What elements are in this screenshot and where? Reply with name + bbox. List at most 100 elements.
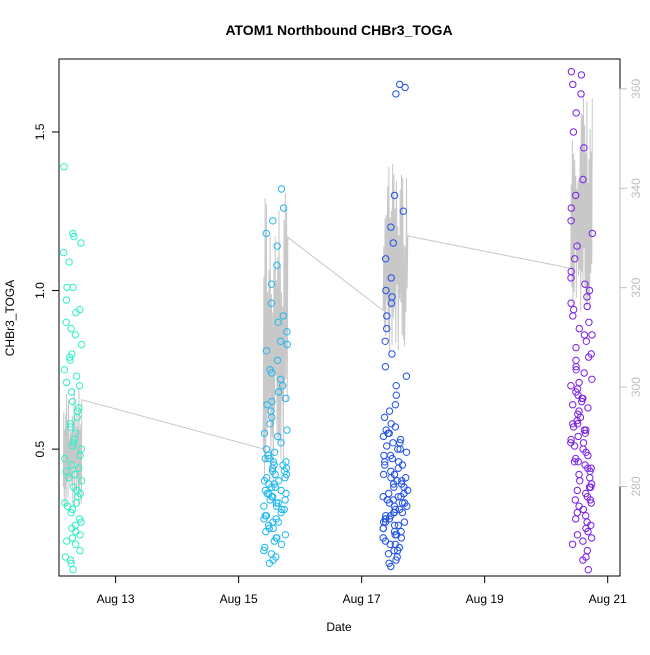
data-point: [269, 493, 277, 501]
data-point: [277, 337, 285, 345]
data-point: [396, 445, 404, 453]
data-point: [68, 397, 77, 406]
data-point: [60, 163, 68, 171]
data-point: [573, 420, 582, 428]
y-tick-label: 1.0: [33, 282, 47, 299]
data-point: [577, 71, 586, 79]
data-point: [571, 255, 579, 263]
data-point: [268, 483, 276, 491]
data-point: [380, 413, 389, 422]
data-point: [573, 531, 582, 539]
data-point: [279, 312, 287, 320]
y2-tick-label: 360: [629, 78, 643, 98]
data-point: [580, 144, 588, 152]
data-point: [273, 242, 281, 250]
data-point: [262, 445, 271, 453]
data-point: [382, 512, 390, 520]
data-point: [583, 493, 592, 501]
y-axis: 0.5 1.0 1.5: [33, 123, 60, 457]
data-point: [390, 508, 398, 517]
data-point: [401, 83, 409, 92]
points-layer: [60, 68, 596, 574]
data-point: [69, 439, 78, 447]
x-axis-label: Date: [326, 620, 352, 634]
data-point: [278, 505, 286, 514]
data-point: [572, 191, 580, 200]
data-point: [391, 505, 400, 514]
data-point: [389, 439, 397, 447]
data-point: [267, 299, 276, 307]
data-point: [77, 239, 85, 247]
data-point: [394, 521, 403, 529]
data-point: [381, 363, 390, 371]
data-point: [262, 347, 271, 355]
data-point: [575, 470, 583, 479]
data-point: [583, 546, 591, 555]
series-group-4: [567, 68, 596, 574]
data-point: [398, 499, 407, 507]
x-tick-label: Aug 19: [466, 592, 504, 606]
data-point: [391, 401, 400, 409]
data-point: [588, 229, 596, 238]
y2-tick-label: 320: [629, 277, 643, 297]
data-point: [587, 534, 596, 542]
data-point: [387, 274, 395, 282]
y-tick-label: 0.5: [33, 440, 47, 457]
data-point: [383, 442, 391, 450]
data-point: [385, 407, 394, 415]
x-axis: Aug 13 Aug 15 Aug 17 Aug 19 Aug 21: [97, 575, 627, 606]
data-point: [271, 483, 279, 491]
data-point: [578, 397, 586, 406]
data-point: [67, 461, 76, 469]
data-point: [270, 461, 278, 469]
data-point: [73, 486, 81, 495]
data-point: [585, 318, 593, 326]
data-point: [572, 356, 580, 364]
data-point: [386, 540, 394, 548]
data-point: [568, 540, 577, 548]
data-point: [67, 324, 75, 333]
data-point: [582, 337, 590, 345]
data-point: [385, 489, 393, 498]
data-point: [399, 207, 407, 215]
data-point: [570, 305, 578, 314]
data-point: [567, 68, 576, 76]
data-point: [582, 426, 590, 434]
data-point: [71, 540, 80, 548]
data-point: [567, 435, 575, 444]
data-point: [379, 534, 387, 542]
data-point: [271, 470, 279, 479]
data-point: [398, 477, 406, 485]
data-point: [582, 448, 590, 456]
data-point: [573, 486, 581, 495]
data-point: [587, 483, 595, 491]
data-point: [70, 435, 79, 444]
data-point: [391, 423, 400, 431]
data-point: [262, 229, 270, 238]
data-point: [574, 432, 582, 441]
series-group-3: [379, 80, 412, 571]
data-point: [384, 550, 393, 558]
data-point: [77, 477, 86, 485]
data-point: [385, 559, 393, 567]
data-point: [580, 369, 588, 377]
data-point: [402, 372, 411, 380]
data-point: [66, 556, 75, 564]
data-point: [383, 324, 391, 333]
data-point: [387, 474, 395, 482]
data-point: [281, 496, 289, 504]
data-point: [567, 217, 575, 225]
data-point: [264, 451, 273, 460]
data-point: [585, 286, 594, 295]
data-point: [569, 80, 577, 89]
data-point: [281, 531, 290, 539]
data-point: [581, 429, 589, 437]
data-point: [572, 343, 580, 352]
data-point: [75, 382, 84, 390]
data-point: [583, 293, 591, 301]
data-point: [74, 464, 83, 472]
data-point: [396, 80, 404, 89]
data-point: [379, 493, 387, 501]
data-point: [392, 382, 400, 390]
